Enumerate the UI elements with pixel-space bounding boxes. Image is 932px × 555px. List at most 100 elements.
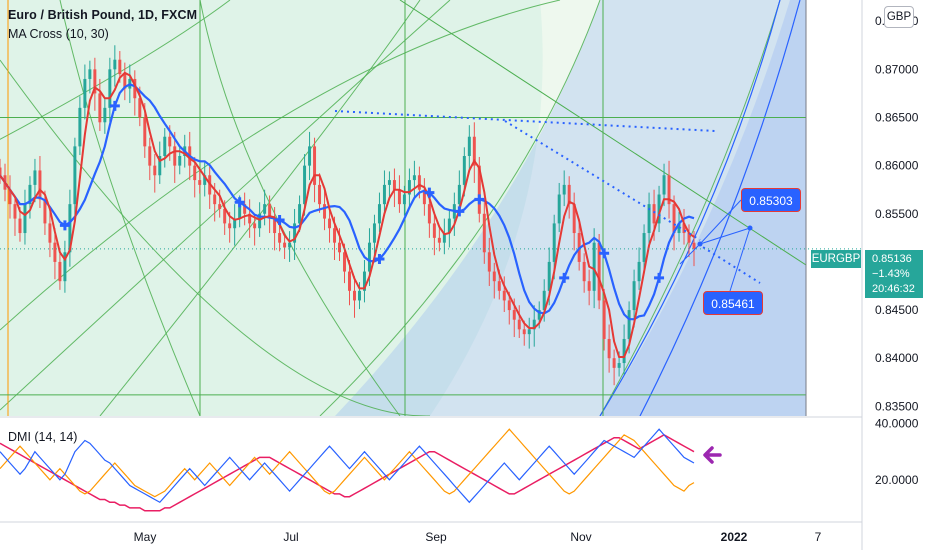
last-price-badge: 0.85136 −1.43% 20:46:32 (865, 250, 923, 298)
candle-body (28, 184, 32, 205)
candle-body (532, 319, 536, 330)
candle-body (233, 218, 237, 229)
candle-body (397, 189, 401, 205)
symbol-title: Euro / British Pound, 1D, FXCM (8, 8, 198, 22)
candle-body (512, 310, 516, 320)
time-tick-label: Jul (283, 530, 298, 544)
price-tick-label: 0.85500 (875, 207, 919, 221)
candle-body (552, 223, 556, 262)
candle-body (248, 213, 252, 224)
ma-cross-marker (454, 206, 465, 217)
candle-body (667, 175, 671, 205)
candle-body (123, 74, 127, 89)
price-callout-lower[interactable]: 0.85461 (703, 291, 763, 315)
candle-body (517, 319, 521, 330)
candle-body (692, 242, 696, 249)
candle-body (602, 300, 606, 339)
candle-body (138, 98, 142, 118)
trendline-dotted (504, 120, 701, 241)
candle-body (622, 338, 626, 364)
candle-body (497, 281, 501, 291)
candle-body (243, 204, 247, 214)
candle-body (48, 223, 52, 243)
anchor-point (747, 225, 753, 231)
ticker-label: EURGBP (811, 250, 861, 268)
time-tick-label: May (134, 530, 157, 544)
candle-body (612, 358, 616, 368)
candle-body (682, 223, 686, 234)
gann-arc (0, 59, 430, 416)
candle-body (73, 146, 77, 205)
candle-body (53, 242, 57, 262)
candle-body (472, 136, 476, 166)
candle-body (108, 69, 112, 108)
bar-countdown: 20:46:32 (872, 283, 915, 295)
candle-body (502, 290, 506, 301)
candle-body (63, 252, 67, 282)
ma-cross-marker (59, 220, 70, 231)
ma-cross-marker (374, 254, 385, 265)
candle-body (672, 204, 676, 234)
price-tick-label: 0.87000 (875, 62, 919, 76)
candle-body (318, 184, 322, 205)
candle-body (203, 175, 207, 185)
ma-cross-marker (109, 100, 120, 111)
gann-background (0, 0, 806, 416)
candle-body (38, 170, 42, 200)
gann-arc (99, 0, 421, 416)
candle-body (253, 223, 257, 229)
candle-body (0, 167, 2, 176)
gann-arc (59, 0, 201, 416)
candle-body (58, 261, 62, 282)
candle-body (542, 290, 546, 311)
candle-body (98, 93, 102, 123)
candle-body (308, 146, 312, 166)
trendline-dotted (697, 243, 761, 284)
candle-body (537, 310, 541, 320)
candle-body (652, 204, 656, 224)
candle-body (68, 204, 72, 253)
ma-cross-marker (424, 187, 435, 198)
candle-body (587, 281, 591, 291)
candle-body (442, 233, 446, 243)
candle-body (338, 242, 341, 253)
candle-body (447, 218, 451, 234)
ma-cross-study-label[interactable]: MA Cross (10, 30) (8, 27, 109, 41)
price-change: −1.43% (872, 268, 910, 280)
candle-body (477, 165, 481, 214)
zone-mid (0, 0, 543, 416)
candle-body (647, 204, 651, 234)
candle-body (143, 117, 147, 147)
candle-body (113, 59, 117, 70)
price-callout-upper[interactable]: 0.85303 (741, 188, 801, 212)
left-arrow-icon (703, 446, 722, 464)
candle-body (223, 208, 227, 224)
candle-body (268, 204, 272, 219)
candle-body (522, 329, 526, 335)
candle-body (417, 175, 421, 190)
candle-body (258, 213, 262, 229)
candle-body (597, 242, 601, 301)
candle-body (78, 107, 82, 147)
candle-body (13, 204, 17, 219)
candle-body (592, 242, 596, 291)
candle-body (278, 233, 282, 243)
dmi-tick-label: 20.0000 (875, 473, 919, 487)
fan-area (335, 0, 806, 416)
gann-arc (0, 0, 231, 140)
candle-body (572, 204, 576, 234)
candle-body (303, 165, 307, 205)
ma-fast-line (0, 71, 695, 358)
candle-body (153, 165, 157, 176)
candle-body (43, 199, 47, 224)
currency-button[interactable]: GBP (884, 6, 914, 28)
price-tick-label: 0.86000 (875, 159, 919, 173)
candle-body (163, 136, 167, 156)
gann-arc (599, 0, 781, 416)
candle-body (482, 213, 486, 253)
dmi-minus-line (0, 428, 695, 498)
callout-leader (729, 227, 751, 292)
dmi-study-label[interactable]: DMI (14, 14) (8, 430, 78, 444)
